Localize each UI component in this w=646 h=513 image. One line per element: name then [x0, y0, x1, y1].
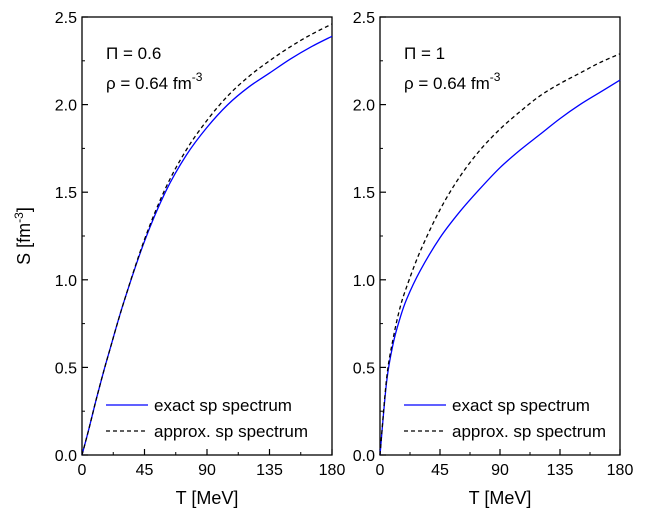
legend-label-approx: approx. sp spectrum	[452, 422, 606, 441]
y-tick-label: 2.0	[55, 98, 77, 115]
x-tick-label: 45	[431, 462, 449, 479]
y-tick-label: 1.5	[353, 185, 375, 202]
x-tick-label: 180	[319, 462, 346, 479]
series-line-exact	[379, 79, 621, 456]
y-tick-label: 0.5	[55, 360, 77, 377]
legend-label-exact: exact sp spectrum	[452, 396, 590, 415]
x-tick-label: 135	[547, 462, 574, 479]
annotation-density: ρ = 0.64 fm-3	[106, 70, 203, 93]
x-tick-label: 180	[607, 462, 634, 479]
annotation-density-superscript: -3	[192, 70, 203, 84]
y-tick-label: 2.5	[55, 10, 77, 27]
x-tick-label: 90	[198, 462, 216, 479]
legend: exact sp spectrum approx. sp spectrum	[106, 396, 308, 441]
x-axis-title: T [MeV]	[176, 488, 239, 508]
annotation-density-base: ρ = 0.64 fm	[404, 74, 490, 93]
series-line-approx	[379, 53, 621, 456]
x-axis-title: T [MeV]	[469, 488, 532, 508]
x-tick-label: 135	[256, 462, 283, 479]
y-tick-label: 1.0	[55, 273, 77, 290]
y-tick-label: 2.5	[353, 10, 375, 27]
y-axis-title: S [fm-3]	[12, 207, 34, 265]
series-line-approx	[81, 23, 333, 456]
x-tick-label: 90	[491, 462, 509, 479]
y-tick-label: 1.0	[353, 273, 375, 290]
legend-label-approx: approx. sp spectrum	[154, 422, 308, 441]
annotation-pi: Π = 0.6	[106, 44, 161, 63]
annotation-density-base: ρ = 0.64 fm	[106, 74, 192, 93]
y-tick-label: 2.0	[353, 98, 375, 115]
annotation-density: ρ = 0.64 fm-3	[404, 70, 501, 93]
panel-2: 0 45 90 135 180 0.0 0.5 1.0 1.5 2.0 2.5 T [MeV] Π = …	[353, 10, 634, 508]
y-tick-label: 0.0	[353, 448, 375, 465]
annotation-density-superscript: -3	[490, 70, 501, 84]
x-tick-label: 45	[136, 462, 154, 479]
x-tick-label: 0	[78, 462, 87, 479]
legend: exact sp spectrum approx. sp spectrum	[404, 396, 606, 441]
y-axis-title-superscript: -3	[12, 212, 26, 223]
y-tick-label: 1.5	[55, 185, 77, 202]
panel-1: 0 45 90 135 180 0.0 0.5 1.0 1.5 2.0 2.5 T [MeV] Π = …	[55, 10, 346, 508]
y-tick-label: 0.5	[353, 360, 375, 377]
series-line-exact	[81, 35, 333, 456]
y-tick-label: 0.0	[55, 448, 77, 465]
legend-label-exact: exact sp spectrum	[154, 396, 292, 415]
annotation-pi: Π = 1	[404, 44, 445, 63]
x-tick-label: 0	[376, 462, 385, 479]
